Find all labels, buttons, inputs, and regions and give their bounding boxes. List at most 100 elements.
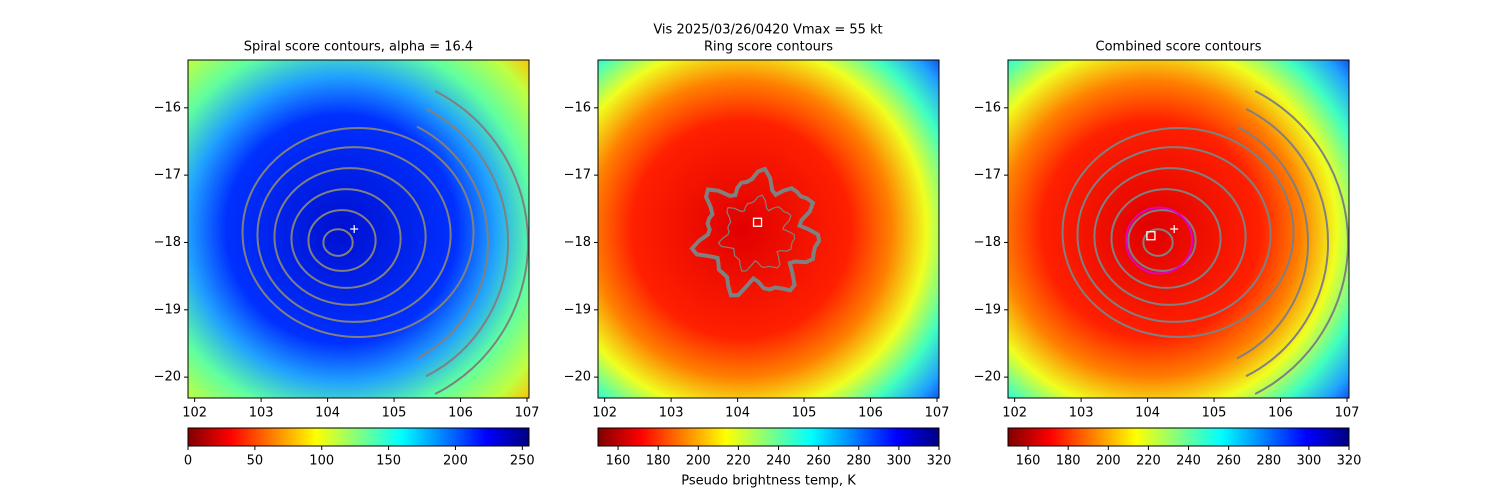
- colorbar: [597, 427, 940, 447]
- score-contour: [1142, 228, 1174, 257]
- x-tick-label: 104: [1135, 406, 1160, 421]
- score-contour: [1127, 209, 1197, 272]
- y-tick-label: −19: [974, 302, 1001, 317]
- colorbar-tick-label: 280: [846, 454, 871, 469]
- score-contour: [273, 167, 427, 306]
- colorbar-tick-label: 240: [1176, 454, 1201, 469]
- x-tick-label: 102: [592, 406, 617, 421]
- score-contour: [1076, 146, 1272, 323]
- score-arc: [434, 90, 529, 395]
- panel-image: [188, 60, 529, 398]
- plus-marker: [350, 225, 359, 233]
- ring-circle: [1125, 206, 1194, 275]
- x-tick-label: 105: [1202, 406, 1227, 421]
- score-contour: [1061, 127, 1295, 339]
- x-tick-label: 103: [1069, 406, 1094, 421]
- x-tick-label: 106: [858, 406, 883, 421]
- colorbar-tick-label: 320: [927, 454, 952, 469]
- axes-frame: [187, 59, 530, 399]
- score-contour: [256, 146, 452, 323]
- panel-title: Spiral score contours, alpha = 16.4: [244, 40, 473, 55]
- colorbar-tick-label: 260: [806, 454, 831, 469]
- y-tick-label: −17: [974, 168, 1001, 183]
- x-tick-label: 104: [725, 406, 750, 421]
- score-contour: [290, 188, 402, 289]
- y-tick-label: −16: [564, 100, 591, 115]
- colorbar-tick-label: 260: [1216, 454, 1241, 469]
- colorbar-tick-label: 220: [1136, 454, 1161, 469]
- score-arc: [1236, 125, 1309, 360]
- colorbar-tick-label: 180: [1056, 454, 1081, 469]
- x-tick-label: 106: [1268, 406, 1293, 421]
- y-tick-label: −18: [154, 235, 181, 250]
- y-tick-label: −16: [974, 100, 1001, 115]
- y-tick-label: −18: [564, 235, 591, 250]
- y-tick-label: −16: [154, 100, 181, 115]
- colorbar-tick-label: 320: [1337, 454, 1362, 469]
- colorbar-tick-label: 50: [247, 454, 264, 469]
- colorbar-tick-label: 200: [1096, 454, 1121, 469]
- colorbar-tick-label: 160: [606, 454, 631, 469]
- colorbar-tick-label: 180: [646, 454, 671, 469]
- colorbar-tick-label: 240: [766, 454, 791, 469]
- score-contour: [1110, 188, 1222, 289]
- x-tick-label: 107: [925, 406, 950, 421]
- y-tick-label: −20: [974, 370, 1001, 385]
- x-tick-label: 102: [182, 406, 207, 421]
- ring-contour-inner: [717, 194, 796, 272]
- colorbar-tick-label: 200: [443, 454, 468, 469]
- score-arc: [1254, 90, 1349, 395]
- y-tick-label: −17: [564, 168, 591, 183]
- satellite-image: [598, 60, 939, 398]
- satellite-image: [1008, 60, 1349, 398]
- colorbar-tick-label: 300: [1296, 454, 1321, 469]
- panel-image: [598, 60, 939, 398]
- axes-frame: [597, 59, 940, 399]
- satellite-image: [188, 60, 529, 398]
- y-tick-label: −19: [564, 302, 591, 317]
- x-tick-label: 103: [659, 406, 684, 421]
- colorbar-tick-label: 250: [510, 454, 535, 469]
- square-marker: [1146, 231, 1156, 241]
- x-tick-label: 107: [515, 406, 540, 421]
- colorbar-tick-label: 200: [686, 454, 711, 469]
- panel-title: Ring score contours: [704, 40, 833, 55]
- figure-title: Vis 2025/03/26/0420 Vmax = 55 kt: [653, 23, 882, 38]
- x-tick-label: 106: [448, 406, 473, 421]
- colorbar-tick-label: 280: [1256, 454, 1281, 469]
- y-tick-label: −18: [974, 235, 1001, 250]
- x-tick-label: 107: [1335, 406, 1360, 421]
- colorbar-tick-label: 160: [1016, 454, 1041, 469]
- x-tick-label: 103: [249, 406, 274, 421]
- score-contour: [322, 228, 354, 257]
- score-arc: [1245, 107, 1329, 378]
- score-arc: [425, 107, 509, 378]
- colorbar-tick-label: 100: [309, 454, 334, 469]
- colorbar-tick-label: 220: [726, 454, 751, 469]
- score-contour: [241, 127, 475, 339]
- plus-marker: [1170, 225, 1179, 233]
- x-tick-label: 105: [382, 406, 407, 421]
- colorbar-tick-label: 0: [184, 454, 192, 469]
- panel-title: Combined score contours: [1096, 40, 1262, 55]
- colorbar-tick-label: 300: [886, 454, 911, 469]
- axes-frame: [1007, 59, 1350, 399]
- colorbar: [187, 427, 530, 447]
- colorbar-tick-label: 150: [376, 454, 401, 469]
- y-tick-label: −17: [154, 168, 181, 183]
- score-contour: [307, 209, 377, 272]
- y-tick-label: −20: [154, 370, 181, 385]
- y-tick-label: −19: [154, 302, 181, 317]
- y-tick-label: −20: [564, 370, 591, 385]
- x-tick-label: 104: [315, 406, 340, 421]
- x-tick-label: 105: [792, 406, 817, 421]
- x-tick-label: 102: [1002, 406, 1027, 421]
- panel-image: [1008, 60, 1349, 398]
- square-marker: [752, 217, 763, 227]
- colorbar: [1007, 427, 1350, 447]
- colorbar-label: Pseudo brightness temp, K: [681, 474, 856, 489]
- ring-contour: [689, 166, 822, 298]
- score-arc: [416, 125, 489, 360]
- score-contour: [1093, 167, 1247, 306]
